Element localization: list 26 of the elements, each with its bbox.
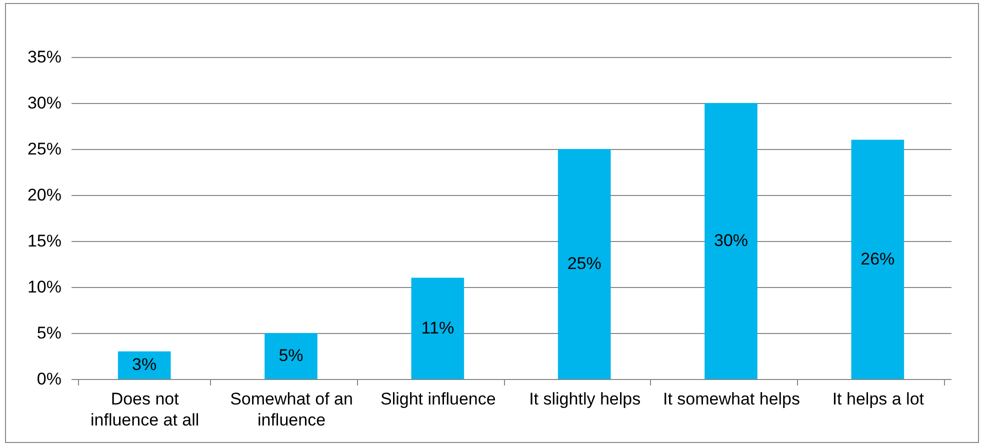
y-tick-label: 5% <box>36 324 62 342</box>
data-label: 30% <box>714 231 748 250</box>
y-tick-label: 35% <box>27 48 62 66</box>
y-tick-label: 25% <box>27 140 62 158</box>
x-tick-label: Does not influence at all <box>90 390 200 430</box>
x-tick-label: It slightly helps <box>529 390 641 408</box>
bar <box>118 351 171 379</box>
y-tick-label: 10% <box>27 278 62 296</box>
data-label: 5% <box>278 346 304 365</box>
y-tick-label: 15% <box>27 232 62 250</box>
y-tick-label: 20% <box>27 186 62 204</box>
x-tick-label: It helps a lot <box>832 390 924 408</box>
bar <box>558 149 611 379</box>
bar <box>411 278 464 379</box>
data-label: 25% <box>567 254 602 273</box>
bar <box>851 140 904 379</box>
y-tick-label: 30% <box>27 94 62 112</box>
bar <box>264 333 318 379</box>
data-label: 26% <box>860 249 895 268</box>
y-tick-label: 0% <box>36 370 62 388</box>
data-label: 11% <box>421 318 454 338</box>
bar <box>704 103 758 379</box>
x-tick-label: Slight influence <box>380 390 496 408</box>
x-tick-label: Somewhat of an influence <box>230 390 353 430</box>
x-tick-label: It somewhat helps <box>662 390 800 408</box>
data-label: 3% <box>132 355 157 374</box>
